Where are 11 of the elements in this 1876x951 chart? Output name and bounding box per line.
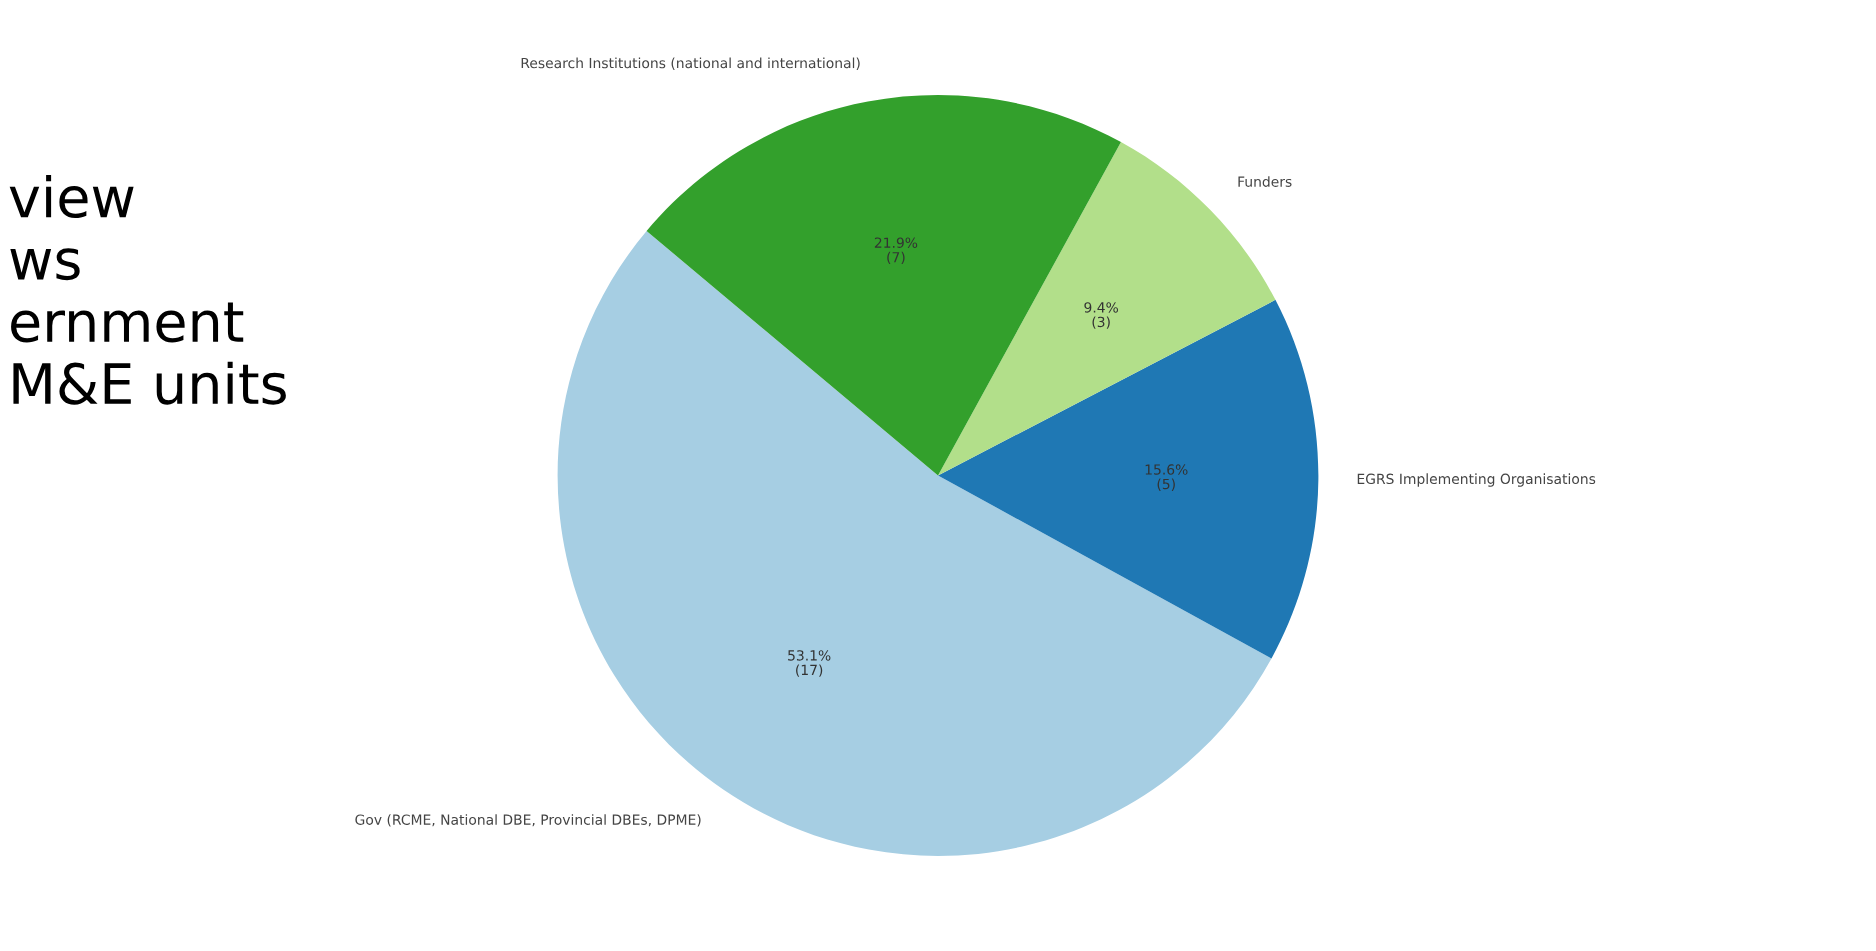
data-label: 53.1% (17) <box>788 650 831 677</box>
data-label: 9.4% (3) <box>1084 302 1119 329</box>
slice-label: Research Institutions (national and international) <box>521 57 860 70</box>
slice-label: Gov (RCME, National DBE, Provincial DBEs, DPME) <box>355 814 701 827</box>
pie-slice <box>938 299 1319 659</box>
pie-slice <box>646 95 1121 476</box>
data-label: 15.6% (5) <box>1145 464 1188 491</box>
data-label: 21.9% (7) <box>874 237 918 265</box>
text: view ws ernment M&E units <box>9 175 286 405</box>
slice-label: EGRS Implementing Organisations <box>1357 473 1596 487</box>
slice-label: Funders <box>1238 176 1292 187</box>
